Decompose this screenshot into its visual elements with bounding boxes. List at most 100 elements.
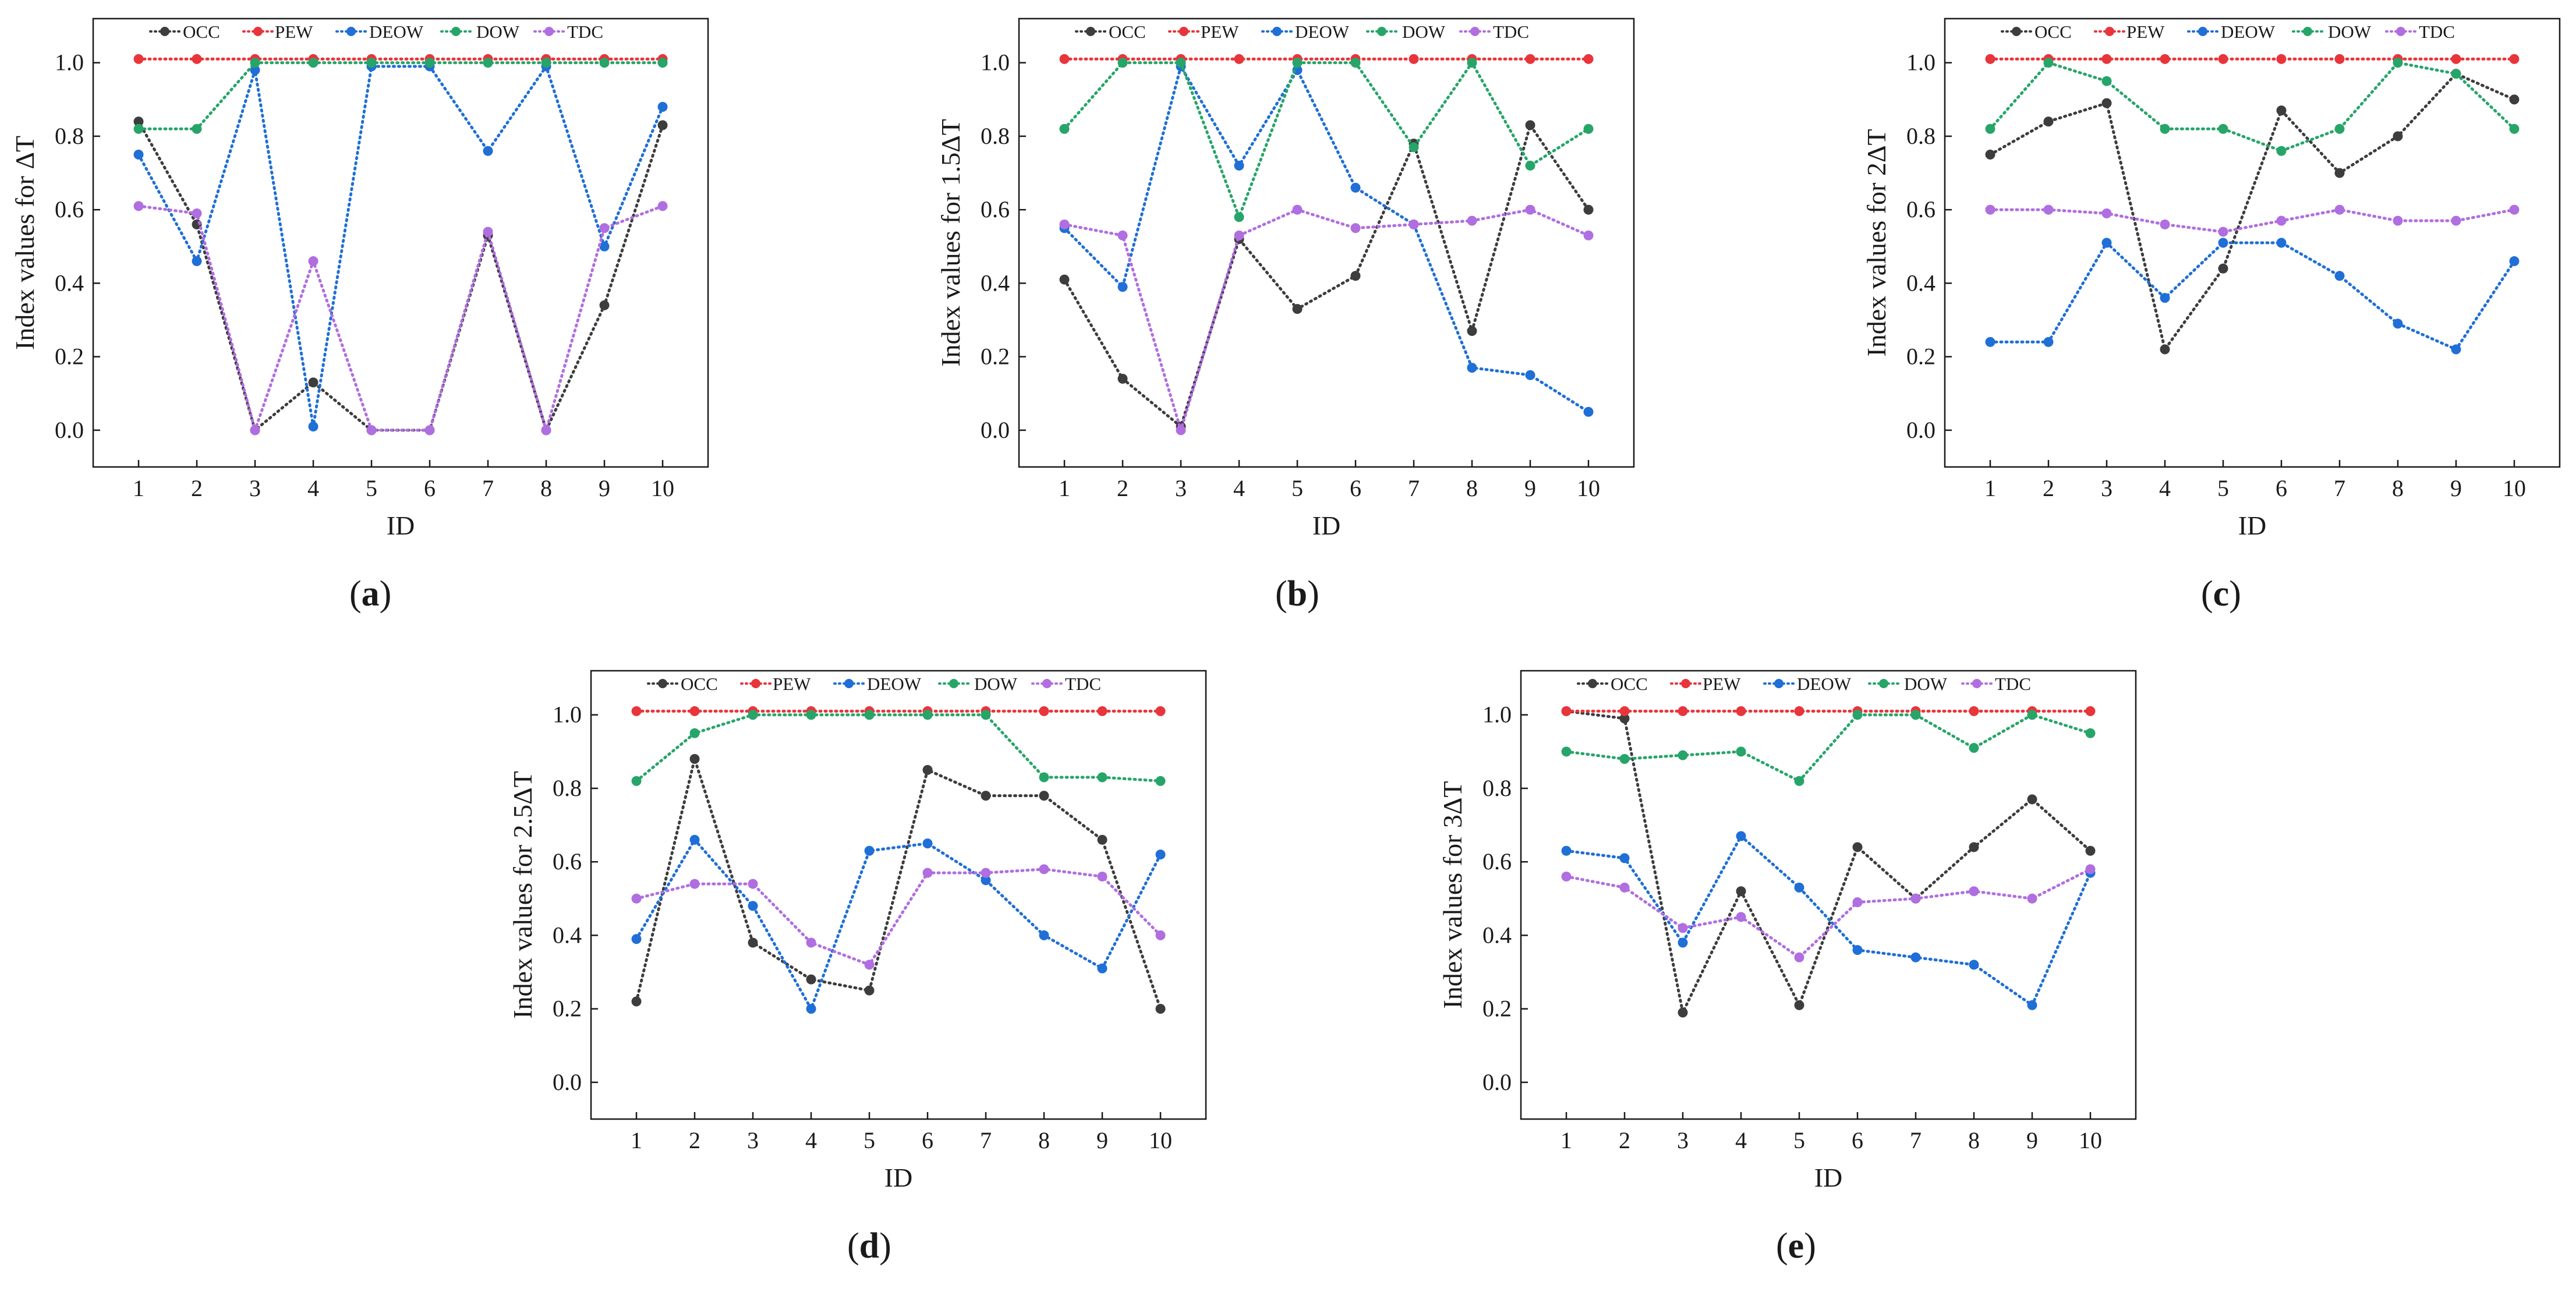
data-point [922,710,933,720]
legend-swatch-marker [2396,27,2405,36]
data-point [1467,215,1477,226]
x-tick-label: 3 [2101,475,2113,501]
legend-swatch-marker [658,679,667,688]
data-point [1985,123,1995,134]
x-tick-label: 8 [1968,1127,1980,1153]
data-point [1155,1004,1166,1014]
data-point [2393,215,2403,226]
data-point [1736,831,1746,841]
data-point [1292,304,1303,314]
data-point [1525,160,1535,171]
data-point [1852,842,1863,852]
data-point [2218,263,2228,274]
series-tdc [1561,864,2096,962]
legend-item-dow: DOW [440,22,520,42]
x-tick-label: 4 [1735,1127,1747,1153]
x-axis-label: ID [387,511,415,540]
data-point [192,54,202,64]
data-point [2027,893,2037,904]
x-axis-label: ID [1814,1163,1843,1192]
series-deow [1059,61,1594,417]
panel-label: (b) [1275,574,1319,614]
data-point [1176,425,1186,436]
x-tick-label: 9 [599,475,610,501]
data-point [922,868,933,878]
series-tdc [1059,204,1594,436]
legend-swatch-marker [949,679,958,688]
data-point [599,300,610,310]
y-tick-label: 0.6 [1482,848,1512,875]
data-point [1794,706,1804,716]
data-point [1039,706,1049,716]
data-point [864,960,875,970]
data-point [689,706,700,716]
data-point [133,123,144,134]
series-occ [133,116,668,436]
data-point [2509,256,2520,267]
series-dow [1059,58,1594,222]
data-point [2334,123,2345,134]
series-line [137,204,664,436]
x-axis-label: ID [2238,511,2267,540]
data-point [631,934,642,944]
data-point [1097,772,1107,783]
y-tick-label: 0.4 [1906,270,1935,296]
data-point [2276,238,2287,248]
data-point [748,879,758,889]
data-point [1117,282,1128,292]
legend-item-deow: DEOW [1261,22,1350,42]
series-deow [133,61,668,432]
legend-swatch-marker [1179,27,1188,36]
x-tick-label: 5 [1793,1127,1805,1153]
y-axis-label: Index values for 2.5ΔT [508,771,537,1019]
panel-label: (a) [349,574,391,614]
legend-item-pew: PEW [2094,22,2165,42]
data-point [1583,406,1594,417]
data-point [1409,219,1419,229]
legend-label: TDC [567,22,603,42]
x-tick-label: 6 [922,1127,933,1153]
legend-item-pew: PEW [740,674,811,694]
data-point [1619,706,1630,716]
data-point [1117,58,1128,68]
data-point [1561,746,1572,757]
legend-item-pew: PEW [1670,674,1741,694]
data-point [1794,952,1804,962]
legend-swatch-marker [751,679,760,688]
x-tick-label: 2 [689,1127,700,1153]
data-point [1097,871,1107,882]
legend-item-deow: DEOW [2187,22,2276,42]
legend-label: PEW [1201,22,1239,42]
data-point [1234,212,1244,222]
chart-panel-d: 0.0 0.2 0.4 0.6 0.8 1.0 1 2 3 4 5 6 7 8 9 10 ID Index val… [508,670,1207,1192]
data-point [1525,204,1535,215]
data-point [2160,123,2170,134]
y-tick-label: 0.4 [55,270,84,296]
data-point [2451,215,2461,226]
data-point [2218,123,2228,134]
data-point [366,58,377,68]
data-point [1155,930,1166,940]
legend-item-deow: DEOW [833,674,922,694]
series-pew [1985,54,2520,64]
data-point [2160,54,2170,64]
data-point [250,58,260,68]
legend-label: OCC [1611,674,1648,694]
data-point [599,58,610,68]
data-point [1039,791,1049,801]
legend-swatch-marker [844,679,854,688]
data-point [1059,219,1070,229]
chart-panel-c: 0.0 0.2 0.4 0.6 0.8 1.0 1 2 3 4 5 6 7 8 9 10 ID Index val… [1862,17,2561,540]
data-point [308,422,319,432]
legend-swatch-marker [2012,27,2021,36]
data-point [192,123,202,134]
y-tick-label: 0.0 [1906,417,1935,443]
legend-label: OCC [183,22,220,42]
data-point [1969,886,1979,897]
y-tick-label: 1.0 [55,49,84,76]
x-tick-label: 8 [540,475,552,501]
data-point [1525,370,1535,380]
series-occ [1561,706,2096,1018]
data-point [2218,238,2228,248]
